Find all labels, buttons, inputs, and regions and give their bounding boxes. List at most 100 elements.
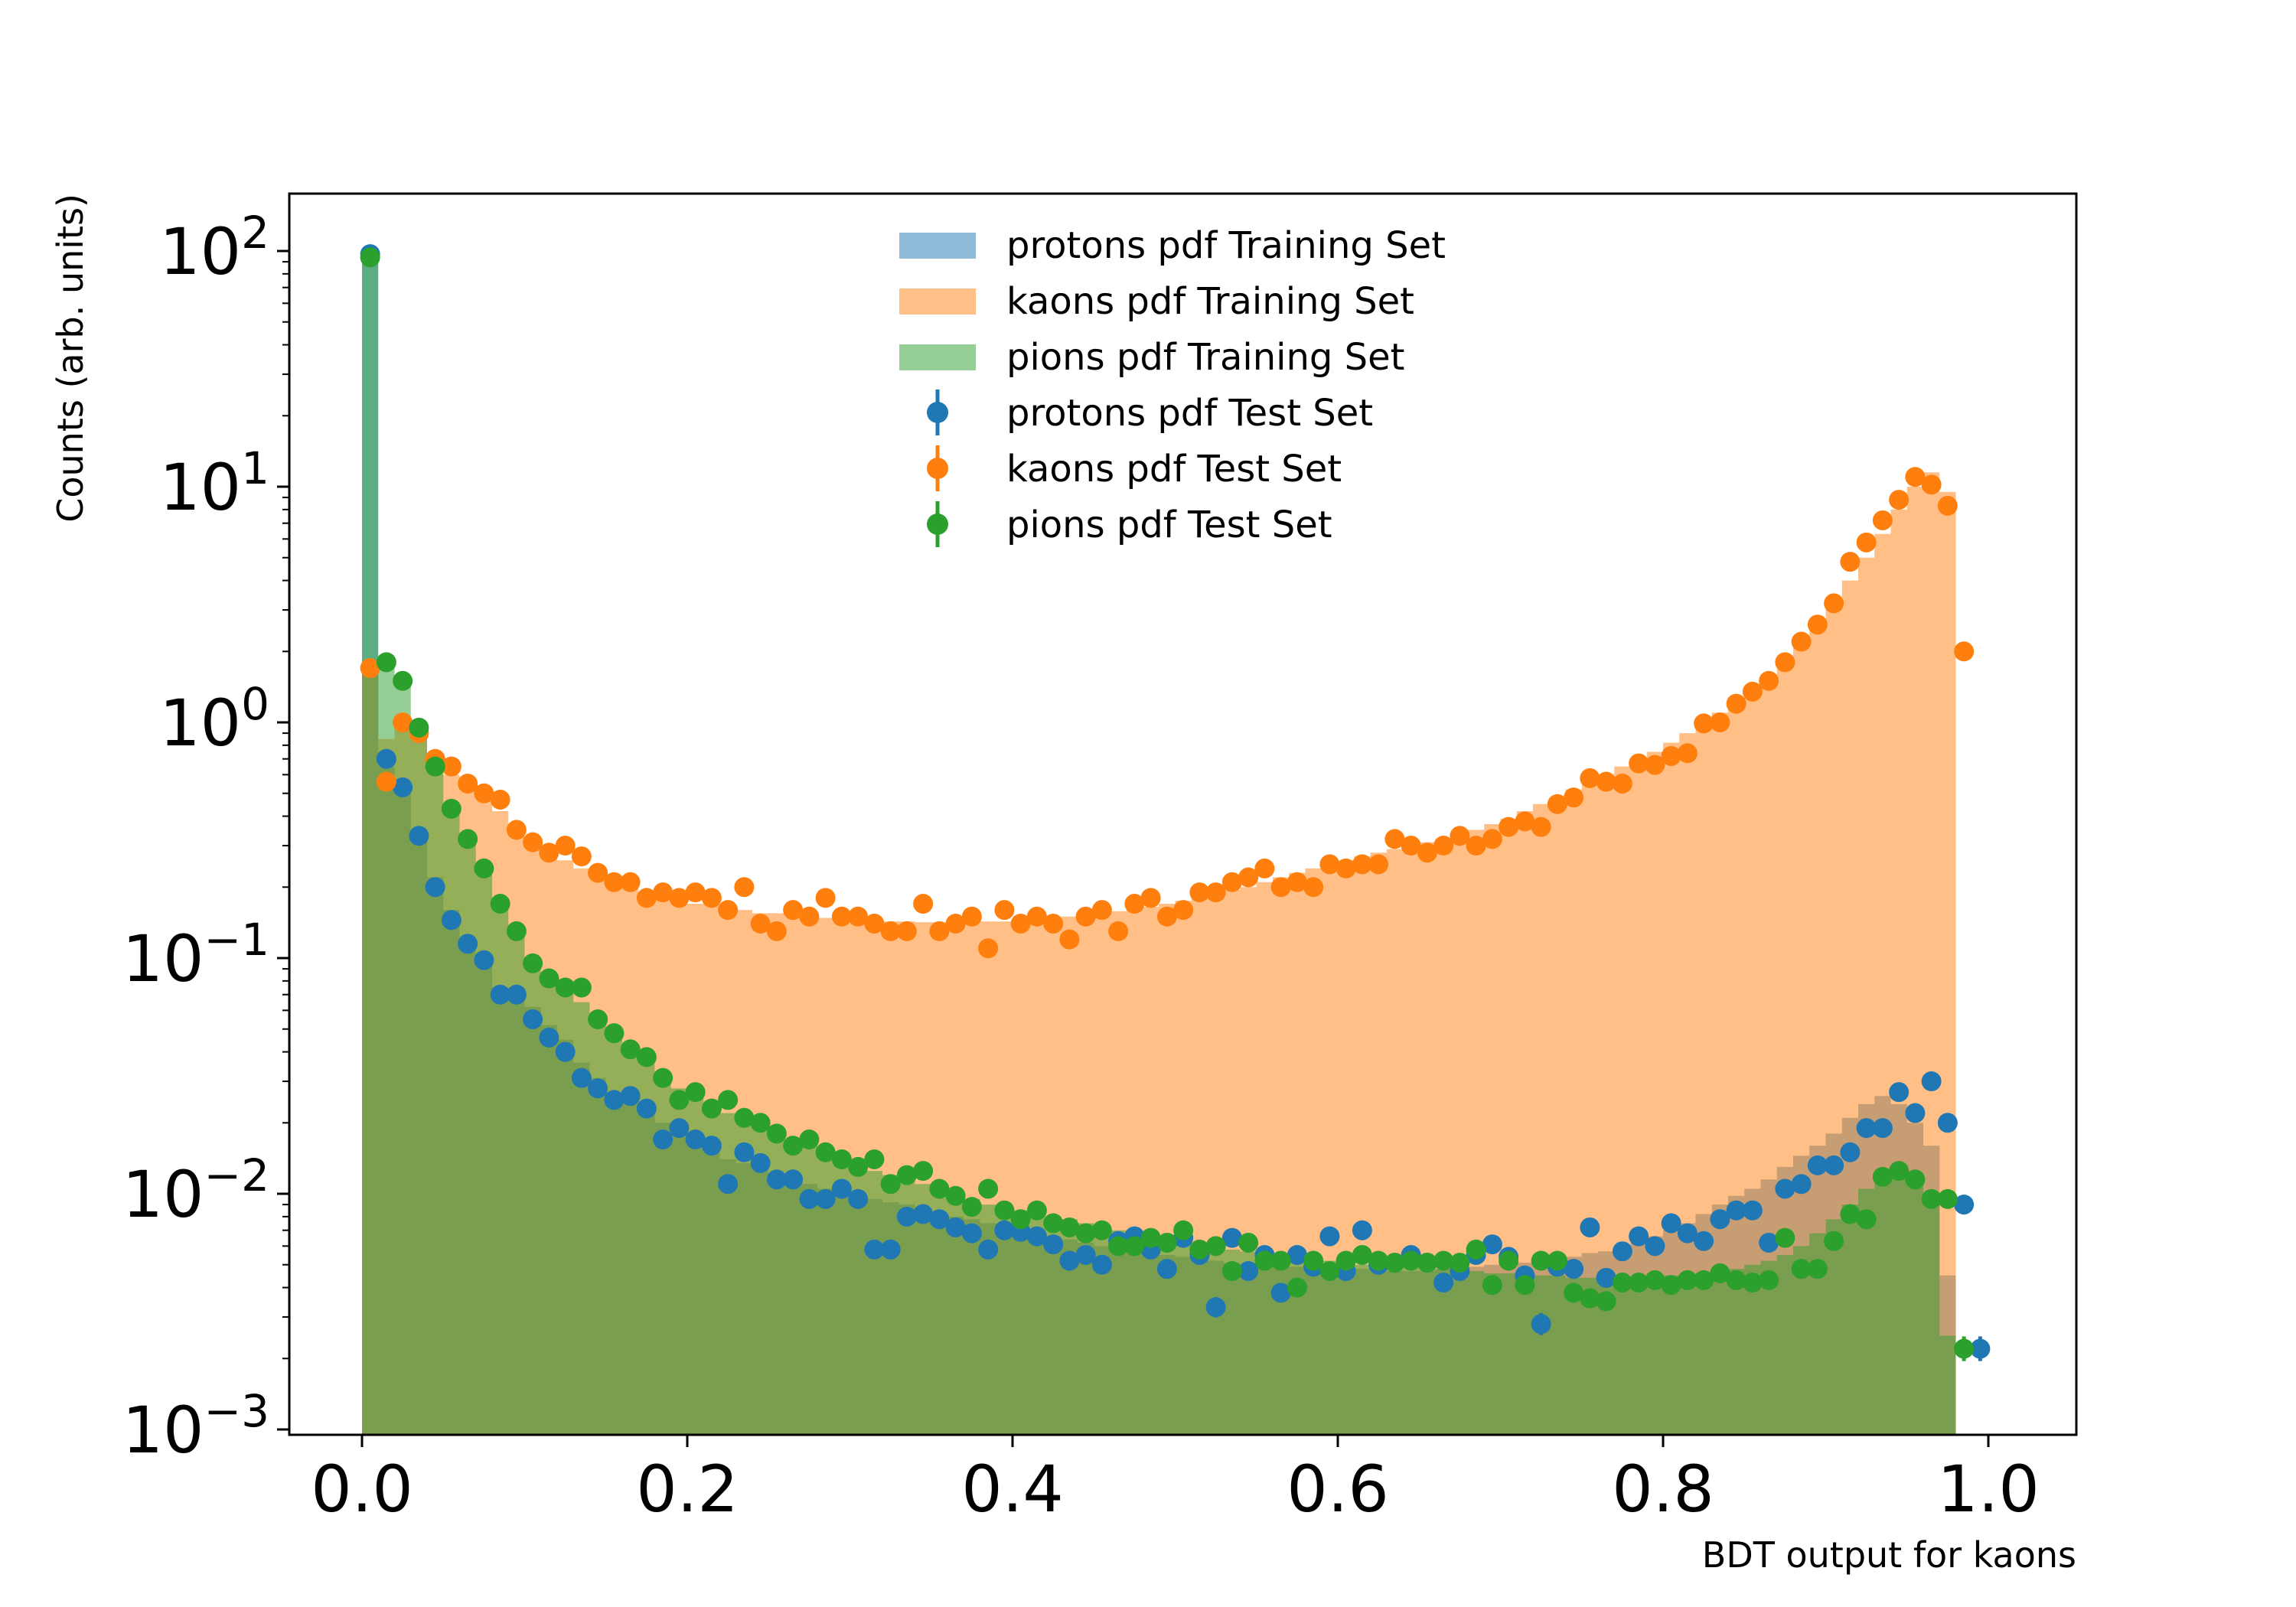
data-point [1531,1250,1551,1271]
data-point [815,888,836,908]
data-point [1612,1273,1632,1293]
data-point [393,670,413,691]
data-point [1807,1155,1828,1175]
data-point [571,846,592,867]
data-point [961,1223,982,1244]
data-point [1075,1244,1096,1265]
data-point [896,921,917,941]
data-point [588,862,608,883]
data-point [1629,753,1649,774]
data-point [929,1209,950,1230]
data-point [506,921,527,941]
data-point [783,1169,804,1190]
data-point [1450,1253,1470,1273]
data-point [425,756,445,777]
data-point [961,906,982,927]
data-point [783,1136,804,1156]
data-point [1287,1244,1307,1265]
data-point [1091,1254,1112,1275]
data-point [620,1086,641,1107]
x-axis-label: BDT output for kaons [1702,1534,2076,1576]
y-tick-label: 10−3 [122,1385,269,1468]
data-point [734,877,755,898]
data-point [555,1041,576,1062]
data-point [978,1239,999,1260]
legend: protons pdf Training Set kaons pdf Traini… [899,224,1446,547]
data-point [831,1178,852,1199]
data-point [766,1169,787,1190]
data-point [1921,474,1942,495]
data-point [1840,1142,1861,1162]
x-tick-label: 1.0 [1937,1452,2040,1527]
data-point [1482,1275,1502,1296]
data-point [1384,829,1405,849]
data-point [441,910,461,931]
data-point [701,1098,722,1119]
data-point [766,1123,787,1144]
data-point [1270,1283,1291,1303]
data-point [1221,1260,1242,1281]
data-point [1726,693,1746,714]
data-point [523,1009,543,1029]
legend-item-1: protons pdf Training Set [899,224,1446,267]
data-point [636,888,657,908]
y-axis-ticks: 10−3 10−2 10−1 100 101 102 [122,207,289,1468]
data-point [571,977,592,998]
legend-label: kaons pdf Training Set [1006,280,1414,323]
data-point [1791,1174,1812,1195]
data-point [799,1129,820,1150]
training-histograms [362,256,1956,1436]
data-point [1417,1253,1437,1273]
data-point [1482,1234,1502,1255]
legend-item-3: pions pdf Training Set [899,336,1404,379]
data-point [945,1185,966,1206]
data-point [1921,1188,1942,1209]
data-point [1807,1259,1828,1279]
data-point [1433,1273,1454,1293]
data-point [1156,1232,1177,1253]
data-point [1775,1178,1795,1199]
data-point [799,906,820,927]
data-point [766,921,787,941]
data-point [1710,712,1730,732]
data-point [1450,826,1470,846]
data-point [360,658,380,679]
data-point [1596,771,1616,792]
data-point [685,882,706,903]
data-point [1124,1236,1145,1257]
x-tick-label: 0.0 [311,1452,413,1527]
data-point [539,1027,559,1048]
legend-swatch [899,344,976,370]
data-point [1970,1338,1991,1359]
data-point [994,1220,1015,1240]
data-point [1205,1297,1226,1318]
data-point [1759,670,1779,691]
data-point [636,1047,657,1068]
data-point [815,1188,836,1209]
data-point [718,900,739,921]
data-point [864,1149,885,1169]
data-point [831,1149,852,1169]
data-point [1629,1273,1649,1293]
data-point [1108,1236,1129,1257]
data-point [604,872,625,892]
data-point [490,894,510,914]
data-point [913,1161,934,1182]
data-point [750,1152,771,1173]
legend-label: kaons pdf Test Set [1006,448,1342,491]
data-point [1303,1250,1324,1271]
data-point [1173,900,1194,921]
data-point [653,882,673,903]
data-point [1319,854,1340,875]
data-point [1596,1267,1616,1288]
points-pions [360,247,1975,1361]
data-point [1466,836,1486,856]
data-point [896,1165,917,1185]
data-point [978,1178,999,1199]
data-point [1759,1232,1779,1253]
data-point [1059,1250,1080,1271]
x-tick-label: 0.8 [1612,1452,1714,1527]
data-point [1075,906,1096,927]
data-point [1043,1234,1064,1255]
data-point [929,921,950,941]
